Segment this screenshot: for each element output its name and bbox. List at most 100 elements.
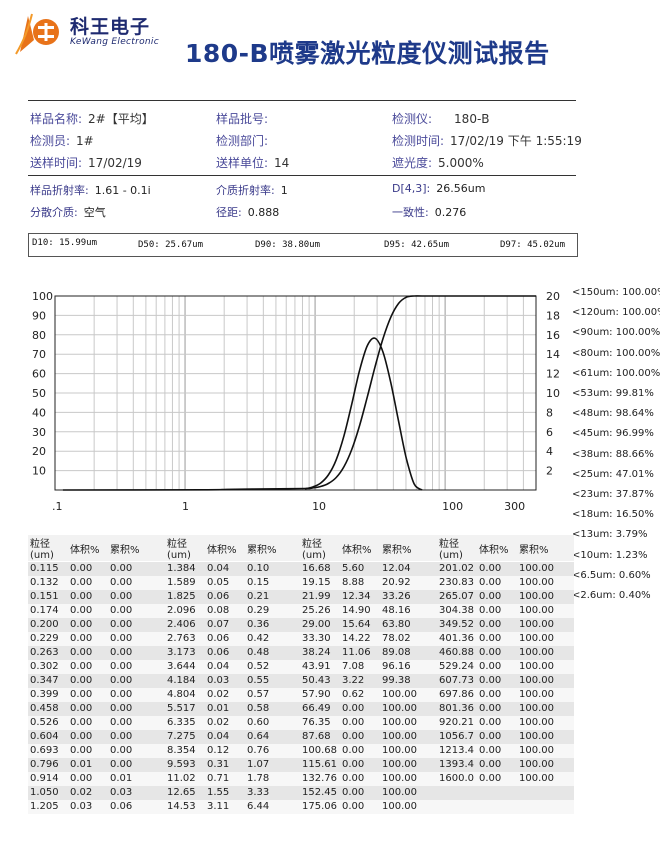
table-cell: 0.00 (477, 646, 517, 660)
table-cell: 0.796 (28, 758, 68, 772)
table-cell: 0.03 (205, 674, 245, 688)
table-cell: 0.58 (245, 702, 302, 716)
table-cell: 0.06 (108, 800, 165, 814)
table-header-cell: 粒径(um) (28, 535, 68, 562)
table-row: 152.45 0.00 100.00 (300, 786, 437, 800)
table-cell: 0.00 (68, 744, 108, 758)
table-row: 265.07 0.00 100.00 (437, 590, 574, 604)
right-axis-tick-label: 2 (546, 465, 553, 478)
table-cell: 0.00 (477, 772, 517, 786)
table-cell: 7.08 (340, 660, 380, 674)
table-cell: 0.08 (205, 604, 245, 618)
table-cell: 87.68 (300, 730, 340, 744)
table-cell: 96.16 (380, 660, 437, 674)
table-row: 0.914 0.00 0.01 (28, 772, 165, 786)
right-axis-tick-label: 20 (546, 290, 560, 303)
table-row: 43.91 7.08 96.16 (300, 660, 437, 674)
table-cell: 11.06 (340, 646, 380, 660)
table-cell: 57.90 (300, 688, 340, 702)
table-cell: 0.12 (205, 744, 245, 758)
table-row: 5.517 0.01 0.58 (165, 702, 302, 716)
table-cell: 100.00 (380, 758, 437, 772)
table-cell: 0.399 (28, 688, 68, 702)
table-row: 0.399 0.00 0.00 (28, 688, 165, 702)
table-cell: 175.06 (300, 800, 340, 814)
table-cell: 1.07 (245, 758, 302, 772)
table-cell: 1.78 (245, 772, 302, 786)
table-cell: 0.00 (68, 674, 108, 688)
table-cell: 14.22 (340, 632, 380, 646)
table-row: 230.83 0.00 100.00 (437, 576, 574, 590)
sample-name: 样品名称: 2#【平均】 (30, 112, 154, 126)
table-cell (437, 786, 477, 800)
table-cell: 0.526 (28, 716, 68, 730)
table-cell: 0.00 (68, 702, 108, 716)
table-header-cell: 体积% (477, 535, 517, 562)
table-cell: 0.03 (108, 786, 165, 800)
table-cell: 11.02 (165, 772, 205, 786)
table-cell: 33.26 (380, 590, 437, 604)
table-row: 460.88 0.00 100.00 (437, 646, 574, 660)
table-cell: 1056.7 (437, 730, 477, 744)
table-cell: 0.00 (108, 660, 165, 674)
table-cell: 230.83 (437, 576, 477, 590)
table-cell: 0.62 (340, 688, 380, 702)
table-cell: 0.00 (477, 702, 517, 716)
table-cell: 48.16 (380, 604, 437, 618)
plot-frame (54, 295, 537, 491)
table-cell: 100.00 (517, 688, 574, 702)
table-cell: 100.68 (300, 744, 340, 758)
table-cell: 100.00 (517, 716, 574, 730)
span: 径距: 0.888 (216, 206, 280, 219)
table-cell: 304.38 (437, 604, 477, 618)
table-cell: 0.55 (245, 674, 302, 688)
table-row: 401.36 0.00 100.00 (437, 632, 574, 646)
table-row: 3.173 0.06 0.48 (165, 646, 302, 660)
table-cell: 0.00 (477, 576, 517, 590)
table-cell: 201.02 (437, 561, 477, 576)
table-row: 1.589 0.05 0.15 (165, 576, 302, 590)
table-row: 2.763 0.06 0.42 (165, 632, 302, 646)
table-cell: 0.00 (340, 702, 380, 716)
table-header-cell: 累积% (108, 535, 165, 562)
table-cell: 0.00 (68, 604, 108, 618)
cumulative-percent-item: <48um: 98.64% (572, 408, 654, 420)
sample-refractive-index: 样品折射率: 1.61 - 0.1i (30, 184, 151, 197)
table-cell: 0.03 (68, 800, 108, 814)
table-cell: 0.00 (477, 604, 517, 618)
table-row: 0.526 0.00 0.00 (28, 716, 165, 730)
table-row: 57.90 0.62 100.00 (300, 688, 437, 702)
table-cell: 0.229 (28, 632, 68, 646)
table-cell: 0.00 (108, 702, 165, 716)
table-row: 76.35 0.00 100.00 (300, 716, 437, 730)
table-row: 9.593 0.31 1.07 (165, 758, 302, 772)
d97-value: D97: 45.02um (500, 240, 566, 250)
table-cell: 265.07 (437, 590, 477, 604)
table-header-cell: 累积% (517, 535, 574, 562)
table-cell: 0.15 (245, 576, 302, 590)
x-axis-tick-label: 300 (504, 500, 525, 513)
table-cell: 0.302 (28, 660, 68, 674)
table-cell: 100.00 (380, 716, 437, 730)
left-axis-tick-label: 40 (32, 406, 46, 419)
table-cell: 100.00 (517, 702, 574, 716)
table-cell: 0.347 (28, 674, 68, 688)
table-cell: 0.00 (68, 590, 108, 604)
table-cell: 0.00 (108, 688, 165, 702)
table-row: 0.115 0.00 0.00 (28, 561, 165, 576)
right-axis-tick-label: 18 (546, 309, 560, 322)
d50-value: D50: 25.67um (138, 240, 204, 250)
company-logo-icon (15, 13, 59, 55)
table-cell: 1.050 (28, 786, 68, 800)
table-row: 7.275 0.04 0.64 (165, 730, 302, 744)
table-cell: 0.00 (68, 772, 108, 786)
table-cell: 0.174 (28, 604, 68, 618)
table-cell: 99.38 (380, 674, 437, 688)
dispersion-medium: 分散介质: 空气 (30, 206, 106, 219)
table-row: 11.02 0.71 1.78 (165, 772, 302, 786)
table-cell: 0.05 (205, 576, 245, 590)
table-row: 0.604 0.00 0.00 (28, 730, 165, 744)
left-axis-tick-label: 30 (32, 426, 46, 439)
table-header-cell: 累积% (380, 535, 437, 562)
table-cell: 100.00 (517, 660, 574, 674)
